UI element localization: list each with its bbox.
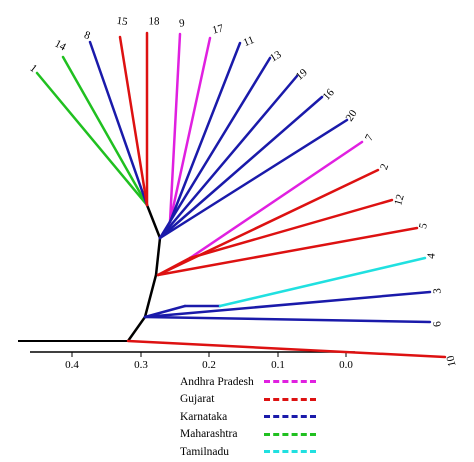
branch-line (168, 36, 212, 224)
branch-line (168, 32, 182, 224)
tree-branches (35, 31, 447, 359)
axis-tick-label: 0.1 (271, 359, 285, 371)
branch-line (158, 56, 272, 240)
tip-label: 12 (392, 193, 407, 207)
legend-label: Karnataka (180, 410, 228, 423)
branch-line (88, 40, 149, 207)
legend-swatch (264, 380, 316, 384)
legend-swatch (264, 432, 316, 436)
legend-swatch (264, 450, 316, 454)
branch-line (158, 95, 324, 240)
tip-label: 15 (116, 15, 129, 28)
branch-line (126, 339, 447, 359)
branch-line (61, 55, 149, 207)
tip-label: 3 (431, 288, 443, 294)
legend-label: Tamilnadu (180, 445, 230, 458)
branch-line (158, 118, 349, 240)
branch-line (35, 71, 149, 207)
tip-label: 1 (27, 62, 39, 75)
axis-tick-label: 0.0 (339, 359, 353, 371)
tip-label: 6 (431, 320, 444, 328)
legend-label: Maharashtra (180, 428, 238, 441)
tip-label: 5 (417, 221, 430, 229)
legend-label: Andhra Pradesh (180, 375, 254, 388)
tip-label: 17 (211, 22, 225, 36)
tip-label: 14 (53, 38, 69, 54)
axis-tick-label: 0.3 (134, 359, 148, 371)
tip-label: 19 (294, 66, 311, 83)
branch-line (156, 226, 419, 277)
tip-label: 13 (268, 48, 284, 64)
branch-line (143, 290, 432, 319)
legend-item-karnataka: Karnataka (180, 408, 340, 426)
tree-backbone (126, 204, 162, 342)
tip-label: 7 (363, 132, 376, 143)
branch-line (188, 198, 394, 260)
legend-item-andhra-pradesh: Andhra Pradesh (180, 373, 340, 391)
legend-item-tamilnadu: Tamilnadu (180, 443, 340, 461)
tip-label: 8 (83, 29, 93, 42)
tip-label: 11 (242, 34, 256, 49)
branch-line (158, 74, 299, 240)
tip-label: 4 (425, 252, 437, 259)
legend-swatch (264, 397, 316, 401)
tip-label: 16 (321, 86, 338, 103)
axis-tick-label: 0.2 (202, 359, 216, 371)
branch-line (218, 256, 427, 308)
tip-label: 18 (148, 15, 160, 27)
legend-item-maharashtra: Maharashtra (180, 426, 340, 444)
branch-line (168, 41, 242, 224)
branch-line (188, 140, 364, 260)
tip-label: 9 (179, 17, 186, 30)
region-legend: Andhra Pradesh Gujarat Karnataka Maharas… (180, 373, 340, 461)
tip-label: 10 (444, 354, 458, 368)
branch-line (118, 35, 149, 207)
legend-swatch (264, 415, 316, 419)
axis-tick-label: 0.4 (65, 359, 79, 371)
tip-label: 2 (378, 162, 391, 171)
scale-axis: 0.4 0.3 0.2 0.1 0.0 (30, 351, 355, 371)
legend-label: Gujarat (180, 393, 215, 406)
branch-line (143, 315, 432, 324)
legend-item-gujarat: Gujarat (180, 391, 340, 409)
